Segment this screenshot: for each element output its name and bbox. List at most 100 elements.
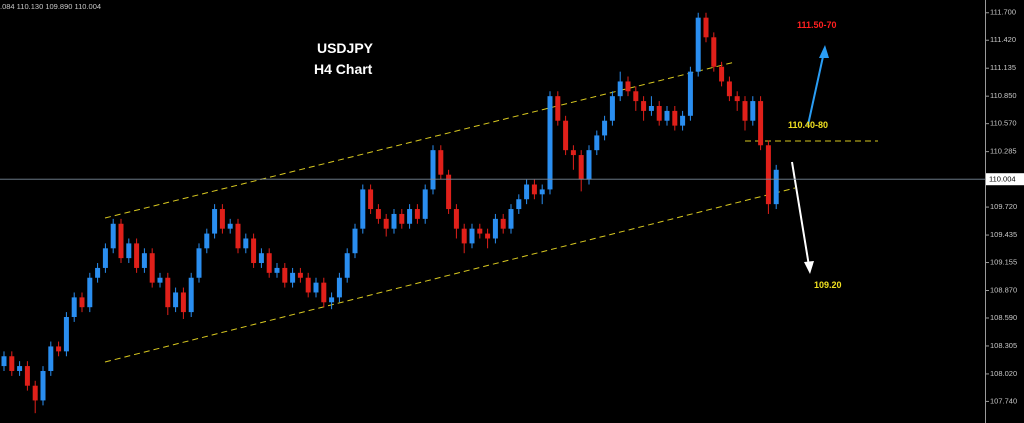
y-tick-label: 108.305: [990, 341, 1017, 350]
y-tick-label: 110.570: [990, 119, 1017, 128]
candle-body: [40, 370, 46, 401]
candle-body: [95, 267, 101, 278]
candle-body: [227, 223, 233, 229]
candle-body: [352, 228, 358, 254]
candle-body: [165, 277, 171, 308]
chart-subtitle: H4 Chart: [314, 61, 373, 77]
candle-body: [118, 223, 124, 259]
annotation: 109.20: [814, 280, 842, 290]
candle-body: [48, 346, 54, 371]
candle-body: [243, 238, 249, 249]
candle-body: [17, 366, 23, 371]
candle-body: [1, 356, 7, 367]
candle-body: [508, 209, 514, 229]
candle-body: [687, 71, 693, 116]
candle-body: [141, 253, 147, 268]
candle-body: [656, 105, 662, 121]
price-axis: 111.700 111.420 111.135 110.850 110.570 110.2…: [985, 0, 1017, 423]
candle-body: [438, 150, 444, 175]
candle-body: [368, 189, 374, 210]
candle-body: [56, 346, 62, 352]
candle-body: [586, 150, 592, 180]
candle-body: [290, 272, 296, 283]
candle-body: [422, 189, 428, 219]
candle-body: [329, 297, 335, 303]
candle-body: [547, 96, 553, 190]
candle-body: [492, 218, 498, 239]
y-tick-label: 109.155: [990, 258, 1017, 267]
candle-body: [9, 356, 15, 371]
candle-body: [258, 253, 264, 264]
candle-body: [617, 81, 623, 97]
candle-body: [173, 292, 179, 308]
candle-body: [703, 17, 709, 38]
annotation: 111.50-70: [797, 20, 837, 30]
candle-body: [485, 233, 491, 239]
y-tick-label: 107.740: [990, 396, 1017, 405]
candle-body: [516, 199, 522, 210]
candle-body: [750, 101, 756, 121]
y-tick-label: 109.720: [990, 202, 1017, 211]
candle-body: [407, 209, 413, 224]
candle-body: [453, 209, 459, 229]
candle-body: [219, 209, 225, 229]
y-tick-label: 108.590: [990, 313, 1017, 322]
candle-body: [719, 66, 725, 82]
candle-body: [734, 96, 740, 102]
candle-body: [633, 91, 639, 102]
candle-body: [126, 243, 132, 259]
candle-body: [63, 317, 69, 352]
candle-body: [477, 228, 483, 234]
candle-body: [399, 213, 405, 224]
candle-body: [641, 101, 647, 111]
candle-body: [664, 110, 670, 121]
candle-body: [555, 96, 561, 121]
y-tick-label: 111.135: [990, 63, 1016, 72]
current-price-box: [986, 173, 1024, 186]
candle-body: [79, 297, 85, 308]
candle-body: [758, 101, 764, 146]
candle-body: [625, 81, 631, 92]
y-tick-label: 110.285: [990, 147, 1017, 156]
candle-body: [711, 37, 717, 67]
annotation: 110.40-80: [788, 120, 828, 130]
candle-body: [102, 248, 108, 268]
current-price-label: 110.004: [989, 175, 1016, 184]
candle-body: [305, 277, 311, 293]
candle-body: [71, 297, 77, 318]
candles: [1, 12, 779, 414]
candle-body: [469, 228, 475, 244]
chart-title: USDJPY: [317, 40, 374, 56]
candle-body: [344, 253, 350, 278]
y-tick-label: 111.420: [990, 35, 1016, 44]
y-tick-label: 108.020: [990, 369, 1017, 378]
candle-body: [110, 223, 116, 249]
candle-body: [570, 150, 576, 156]
candle-body: [539, 189, 545, 195]
candle-body: [578, 155, 584, 180]
candle-body: [235, 223, 241, 249]
candle-body: [383, 218, 389, 229]
y-tick-label: 111.700: [990, 8, 1016, 17]
candle-body: [461, 228, 467, 244]
candle-body: [446, 174, 452, 210]
candle-body: [149, 253, 155, 283]
candle-body: [180, 292, 186, 313]
candle-body: [414, 209, 420, 219]
candle-body: [157, 277, 163, 283]
candle-body: [524, 184, 530, 200]
candle-body: [266, 253, 272, 273]
candle-body: [773, 169, 779, 205]
y-tick-label: 110.850: [990, 91, 1017, 100]
candle-body: [602, 120, 608, 136]
candle-body: [32, 385, 38, 401]
candle-body: [204, 233, 210, 249]
candle-body: [297, 272, 303, 278]
candle-body: [594, 135, 600, 151]
candle-body: [391, 213, 397, 229]
candle-body: [765, 145, 771, 205]
candle-body: [695, 17, 701, 72]
arrow-up-head: [819, 45, 829, 58]
candle-body: [742, 101, 748, 121]
